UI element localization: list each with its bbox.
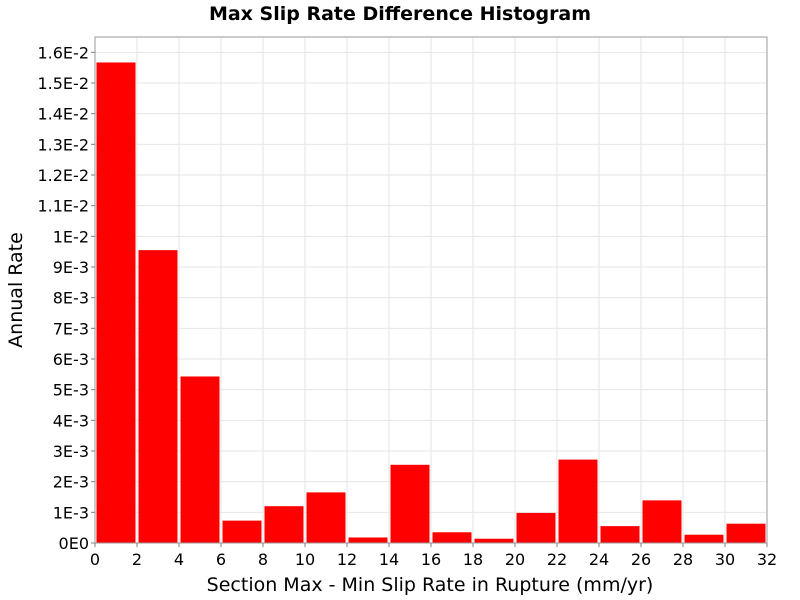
y-tick-label: 3E-3 xyxy=(53,442,89,461)
x-tick-label: 18 xyxy=(463,550,483,569)
histogram-bar xyxy=(306,492,346,543)
y-tick-label: 0E0 xyxy=(59,534,89,553)
y-tick-label: 9E-3 xyxy=(53,258,89,277)
histogram-bar xyxy=(474,538,514,543)
histogram-bar xyxy=(642,500,682,543)
y-tick-label: 8E-3 xyxy=(53,289,89,308)
histogram-bar xyxy=(432,532,472,543)
y-tick-label: 1E-2 xyxy=(53,227,89,246)
y-tick-label: 1.3E-2 xyxy=(37,135,89,154)
y-tick-label: 4E-3 xyxy=(53,411,89,430)
y-axis-label: Annual Rate xyxy=(5,232,27,348)
x-tick-label: 26 xyxy=(631,550,651,569)
x-tick-label: 2 xyxy=(132,550,142,569)
x-tick-label: 28 xyxy=(673,550,693,569)
x-tick-label: 16 xyxy=(421,550,441,569)
x-tick-label: 0 xyxy=(90,550,100,569)
x-tick-label: 4 xyxy=(174,550,184,569)
y-tick-label: 1E-3 xyxy=(53,503,89,522)
x-tick-label: 10 xyxy=(295,550,315,569)
x-tick-label: 8 xyxy=(258,550,268,569)
chart-title: Max Slip Rate Difference Histogram xyxy=(209,3,591,25)
y-axis-ticks: 0E0 1E-3 2E-3 3E-3 4E-3 5E-3 6E-3 7E-3 8E-3 9E-3 1… xyxy=(37,43,95,553)
histogram-bar xyxy=(222,520,262,543)
histogram-bar xyxy=(348,537,388,543)
x-tick-label: 20 xyxy=(505,550,525,569)
y-tick-label: 1.2E-2 xyxy=(37,166,89,185)
y-tick-label: 5E-3 xyxy=(53,381,89,400)
y-tick-label: 1.4E-2 xyxy=(37,105,89,124)
y-tick-label: 1.5E-2 xyxy=(37,74,89,93)
y-tick-label: 6E-3 xyxy=(53,350,89,369)
x-axis-label: Section Max - Min Slip Rate in Rupture (… xyxy=(207,574,654,596)
histogram-bar xyxy=(264,506,304,543)
y-tick-label: 1.6E-2 xyxy=(37,43,89,62)
histogram-bar xyxy=(600,526,640,543)
x-tick-label: 24 xyxy=(589,550,609,569)
histogram-bar xyxy=(390,464,430,543)
x-tick-label: 22 xyxy=(547,550,567,569)
x-tick-label: 12 xyxy=(337,550,357,569)
y-tick-label: 2E-3 xyxy=(53,473,89,492)
histogram-bar xyxy=(558,459,598,543)
y-tick-label: 7E-3 xyxy=(53,319,89,338)
histogram-bar xyxy=(726,523,766,543)
histogram-bar xyxy=(684,534,724,543)
x-tick-label: 6 xyxy=(216,550,226,569)
histogram-bar xyxy=(96,62,136,543)
y-tick-label: 1.1E-2 xyxy=(37,197,89,216)
x-tick-label: 32 xyxy=(757,550,777,569)
histogram-bar xyxy=(180,376,220,543)
histogram-bar xyxy=(138,250,178,543)
x-axis-ticks: 0 2 4 6 8 10 12 14 16 18 20 22 24 26 28 30 32 xyxy=(90,543,777,569)
x-tick-label: 14 xyxy=(379,550,399,569)
bars xyxy=(96,62,766,543)
histogram-bar xyxy=(516,512,556,543)
x-tick-label: 30 xyxy=(715,550,735,569)
